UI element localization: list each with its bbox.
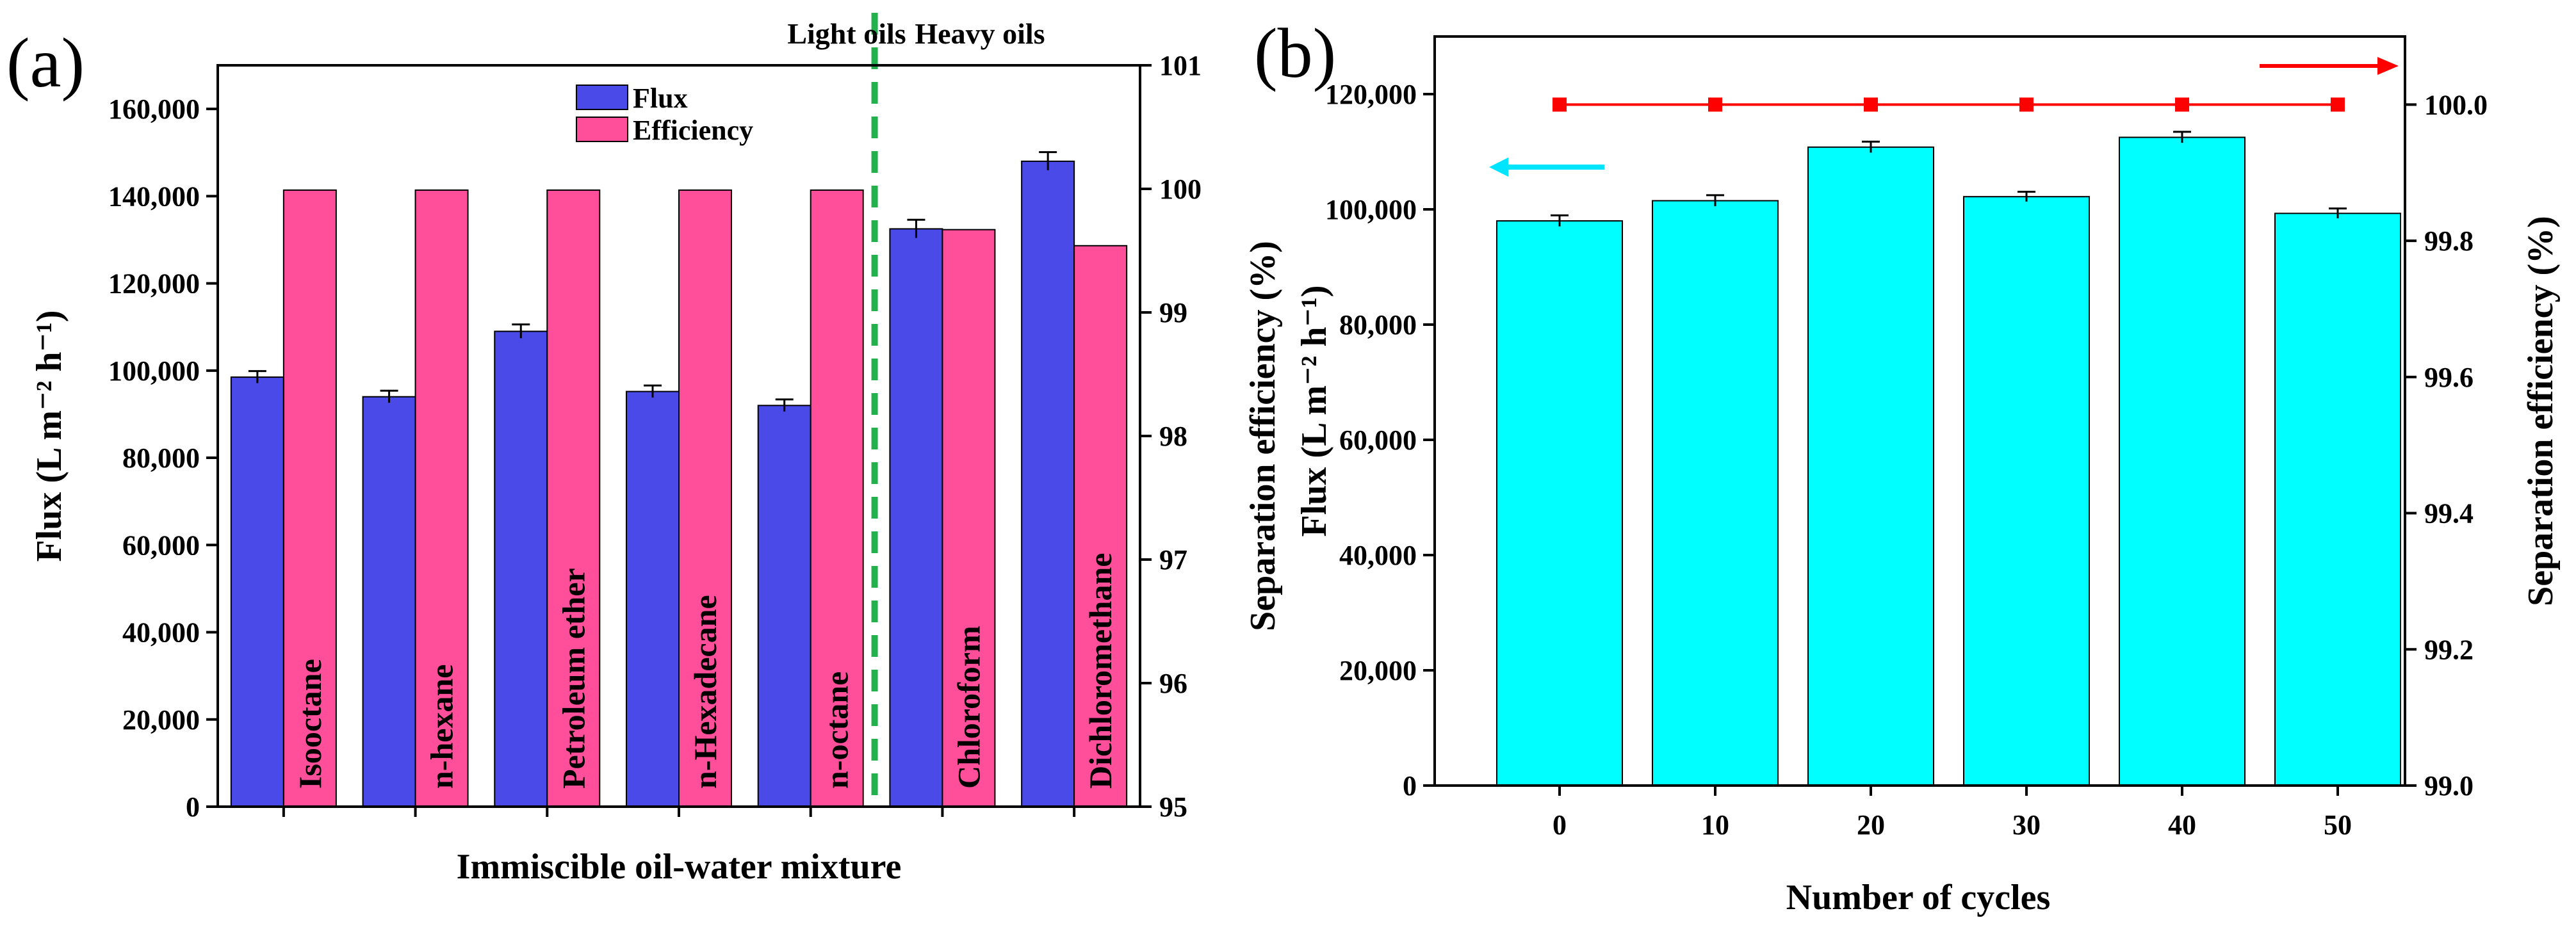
panel-a-x-axis-title: Immiscible oil-water mixture (457, 847, 902, 887)
legend-efficiency-label: Efficiency (633, 115, 753, 146)
efficiency-bar (942, 229, 996, 807)
y-tick-label: 100,000 (1325, 194, 1417, 225)
red-arrow-head (2377, 57, 2399, 75)
panel-a-ticks: 0 20,000 40,000 60,000 80,000 100,000 120,000 1… (108, 50, 1202, 823)
y-tick-label: 80,000 (122, 442, 200, 474)
flux-bar (757, 405, 811, 807)
panel-a-y-axis-title: Flux (L m⁻² h⁻¹) (29, 311, 69, 562)
y2-tick-label: 101 (1159, 50, 1202, 81)
y-tick-label: 160,000 (108, 93, 200, 125)
efficiency-bar (414, 189, 469, 807)
category-label: Chloroform (950, 625, 986, 789)
panel-b-label: (b) (1254, 14, 1336, 92)
category-label: Dichloromethane (1082, 553, 1118, 789)
panel-b-marks (1496, 97, 2401, 787)
panel-a-marks: Isooctane n-hexane Petroleum ether n-Hexade… (230, 13, 1128, 807)
efficiency-bar (1073, 245, 1128, 807)
y2-tick-label: 99.6 (2424, 362, 2474, 393)
y-tick-label: 20,000 (122, 704, 200, 736)
panel-b-x-axis-title: Number of cycles (1786, 878, 2051, 917)
x-tick-label: 0 (1553, 809, 1567, 841)
x-tick-label: 10 (1701, 809, 1729, 841)
flux-bar (626, 391, 680, 807)
y-tick-label: 60,000 (1339, 424, 1417, 456)
red-right-axis-arrow (2260, 57, 2399, 75)
category-label: Petroleum ether (555, 568, 591, 789)
y-tick-label: 60,000 (122, 529, 200, 561)
region-heavy-oils-label: Heavy oils (915, 17, 1045, 50)
efficiency-marker (1708, 97, 1722, 112)
y-tick-label: 140,000 (108, 181, 200, 212)
y2-tick-label: 95 (1159, 791, 1187, 823)
flux-bar (1807, 146, 1934, 787)
efficiency-marker (2019, 97, 2034, 112)
y2-tick-label: 99.8 (2424, 225, 2474, 257)
panel-a-label: (a) (6, 24, 85, 102)
efficiency-bar (678, 189, 732, 807)
category-label: n-hexane (424, 665, 460, 789)
y-tick-label: 40,000 (122, 617, 200, 649)
flux-bar (889, 228, 943, 807)
efficiency-marker (1553, 97, 1567, 112)
panel-b-y2-axis-title: Separation efficiency (%) (2521, 216, 2561, 606)
y2-tick-label: 100.0 (2424, 89, 2488, 120)
y2-tick-label: 100 (1159, 173, 1202, 205)
y-tick-label: 120,000 (108, 268, 200, 300)
efficiency-marker (2331, 97, 2345, 112)
y-tick-label: 120,000 (1325, 79, 1417, 110)
flux-bar (1021, 160, 1075, 807)
panel-b-y-axis-title: Flux (L m⁻² h⁻¹) (1294, 286, 1334, 537)
cyan-left-axis-arrow (1489, 157, 1604, 177)
flux-bar (1496, 220, 1623, 786)
cyan-arrow-head (1489, 157, 1508, 177)
flux-bar (2119, 136, 2246, 786)
panel-b: (b) 0 10 20 30 40 50 0 20,000 40,000 60,000 80,000… (1254, 14, 2561, 917)
flux-bar (2274, 213, 2401, 786)
panel-a-y2-axis-title: Separation efficiency (%) (1243, 241, 1283, 631)
efficiency-bar (282, 189, 337, 807)
category-label: Isooctane (292, 659, 328, 789)
y2-tick-label: 99.2 (2424, 634, 2474, 665)
category-label: n-Hexadecane (687, 595, 723, 789)
y-tick-label: 20,000 (1339, 655, 1417, 686)
panel-b-ticks: 0 10 20 30 40 50 0 20,000 40,000 60,000 80,000 100,… (1325, 79, 2488, 841)
y2-tick-label: 97 (1159, 544, 1187, 576)
legend-flux-label: Flux (633, 83, 688, 114)
flux-bar (1652, 200, 1779, 786)
flux-bar (494, 330, 548, 807)
panel-a-legend: Flux Efficiency (576, 83, 753, 146)
flux-bar (362, 396, 416, 807)
region-light-oils-label: Light oils (787, 17, 906, 50)
category-label: n-octane (819, 672, 855, 789)
y-tick-label: 100,000 (108, 355, 200, 387)
x-tick-label: 30 (2012, 809, 2041, 841)
x-tick-label: 20 (1857, 809, 1885, 841)
y-tick-label: 80,000 (1339, 309, 1417, 341)
y-tick-label: 0 (186, 791, 200, 823)
y-tick-label: 0 (1403, 770, 1417, 802)
panel-a: (a) Isooctane n-hexane Petroleum ether n-He… (6, 13, 1283, 887)
flux-bar (230, 376, 284, 807)
y2-tick-label: 99.4 (2424, 498, 2474, 529)
x-tick-label: 50 (2324, 809, 2352, 841)
x-tick-label: 40 (2168, 809, 2196, 841)
legend-flux-swatch (576, 85, 628, 110)
y-tick-label: 40,000 (1339, 540, 1417, 571)
y2-tick-label: 98 (1159, 421, 1187, 452)
efficiency-marker (1864, 97, 1878, 112)
y2-tick-label: 96 (1159, 668, 1187, 699)
flux-bar (1963, 196, 2090, 786)
efficiency-marker (2175, 97, 2189, 112)
y2-tick-label: 99 (1159, 297, 1187, 328)
y2-tick-label: 99.0 (2424, 770, 2474, 802)
efficiency-bar (810, 189, 864, 807)
legend-efficiency-swatch (576, 117, 628, 142)
panel-b-plot-frame (1433, 35, 2406, 787)
